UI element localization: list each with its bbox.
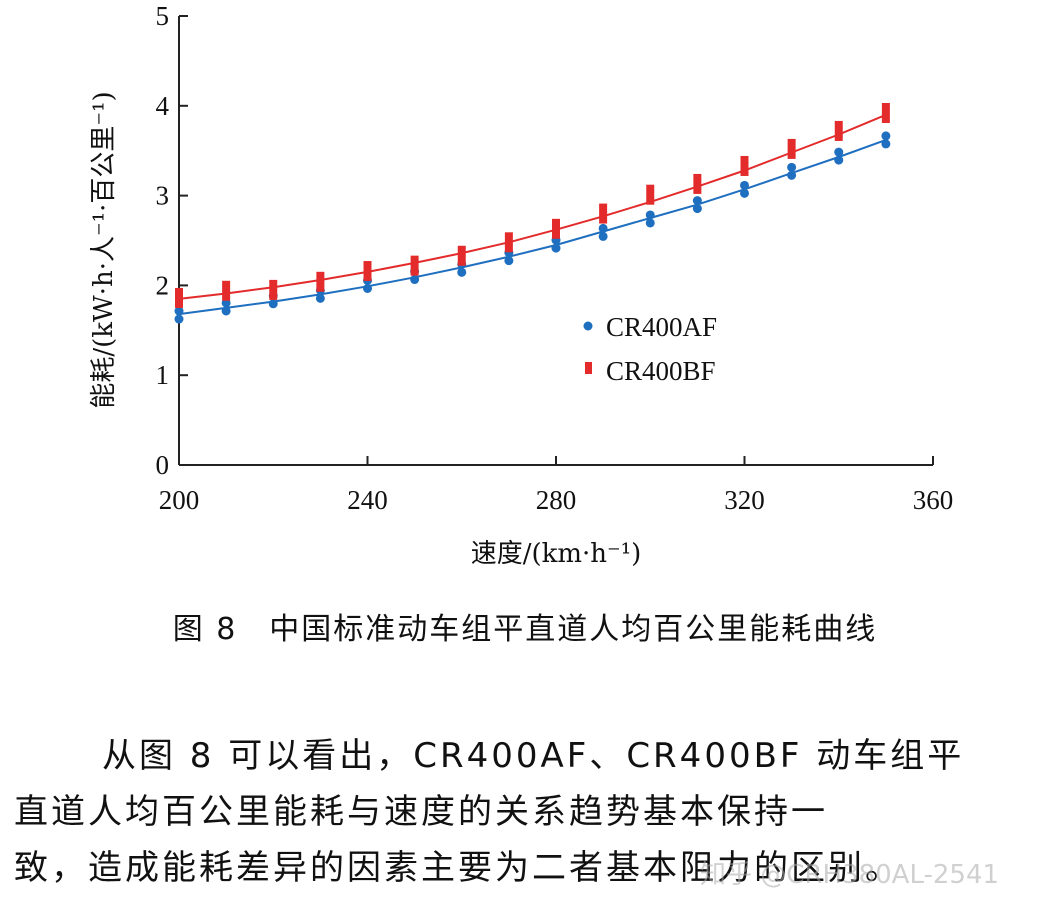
- y-tick-label: 1: [156, 360, 170, 390]
- x-axis-title: 速度/(km·h⁻¹): [471, 539, 642, 569]
- data-point-cr400af: [315, 293, 325, 303]
- axes: [178, 15, 934, 466]
- y-tick-label: 4: [156, 91, 170, 121]
- data-point-cr400af: [787, 162, 797, 172]
- data-point-cr400bf: [646, 184, 655, 205]
- data-point-cr400af: [598, 231, 608, 241]
- data-point-cr400bf: [363, 261, 372, 282]
- paragraph-line-1: 从图 8 可以看出，CR400AF、CR400BF 动车组平: [102, 736, 965, 776]
- data-point-cr400bf: [222, 280, 231, 301]
- data-point-cr400bf: [175, 287, 183, 308]
- data-point-cr400af: [881, 139, 891, 149]
- chart: 200 240 280 320 360 0 1 2 3 4 5 速度/(km·h⁻¹) 能耗/(kW…: [89, 1, 954, 569]
- y-tick-label: 0: [156, 450, 170, 480]
- data-point-cr400af: [787, 170, 797, 180]
- data-point-cr400af: [881, 131, 891, 141]
- data-point-cr400bf: [693, 173, 702, 194]
- data-point-cr400af: [363, 284, 372, 294]
- data-point-cr400bf: [881, 102, 890, 123]
- data-point-cr400af: [174, 306, 184, 316]
- data-point-cr400af: [268, 299, 278, 309]
- y-axis-title: 能耗/(kW·h·人⁻¹·百公里⁻¹): [89, 91, 119, 408]
- fit-lines: [178, 113, 887, 316]
- x-tick-label: 200: [159, 485, 200, 515]
- figure-caption: 图 8 中国标准动车组平直道人均百公里能耗曲线: [172, 612, 878, 647]
- series-line-cr400af: [178, 138, 887, 316]
- data-point-cr400af: [834, 155, 844, 165]
- data-point-cr400af: [740, 180, 749, 190]
- watermark: 知乎 @CRH380AL-2541: [700, 860, 1000, 890]
- legend-label-cr400bf: CR400BF: [606, 356, 716, 386]
- data-point-cr400bf: [834, 120, 843, 141]
- data-point-cr400bf: [410, 255, 419, 276]
- data-point-cr400af: [645, 218, 655, 228]
- paragraph-line-3: 致，造成能耗差异的因素主要为二者基本阻力的区别。: [14, 848, 902, 888]
- data-point-cr400af: [410, 275, 420, 285]
- y-tick-label: 5: [156, 1, 170, 31]
- legend-marker-cr400bf: [585, 362, 592, 374]
- data-points: [174, 102, 891, 324]
- legend-marker-cr400af: [583, 321, 593, 331]
- data-point-cr400af: [834, 147, 844, 157]
- x-tick-label: 280: [536, 485, 577, 515]
- data-point-cr400bf: [599, 203, 608, 224]
- x-tick-label: 360: [913, 485, 954, 515]
- data-point-cr400bf: [787, 138, 796, 159]
- data-point-cr400af: [692, 196, 702, 206]
- data-point-cr400bf: [504, 232, 513, 253]
- data-point-cr400af: [598, 223, 608, 233]
- data-point-cr400af: [740, 188, 749, 198]
- data-point-cr400bf: [269, 279, 278, 300]
- y-tick-label: 2: [156, 270, 170, 300]
- data-point-cr400af: [692, 204, 702, 214]
- data-point-cr400af: [645, 210, 655, 220]
- body-paragraph: 从图 8 可以看出，CR400AF、CR400BF 动车组平 直道人均百公里能耗…: [14, 728, 1044, 896]
- x-tick-label: 320: [724, 485, 765, 515]
- data-point-cr400bf: [457, 245, 466, 266]
- data-point-cr400af: [221, 306, 231, 316]
- series-line-cr400bf: [178, 113, 887, 300]
- data-point-cr400bf: [740, 155, 749, 176]
- data-point-cr400bf: [552, 218, 560, 239]
- data-point-cr400bf: [316, 271, 325, 292]
- tick-labels: 200 240 280 320 360 0 1 2 3 4 5: [156, 1, 954, 515]
- data-point-cr400af: [551, 243, 561, 253]
- paragraph-line-2: 直道人均百公里能耗与速度的关系趋势基本保持一: [14, 792, 828, 832]
- y-tick-label: 3: [156, 181, 170, 211]
- legend: CR400AF CR400BF: [583, 312, 717, 386]
- data-point-cr400af: [457, 267, 467, 277]
- x-tick-label: 240: [347, 485, 388, 515]
- data-point-cr400af: [174, 314, 184, 324]
- legend-label-cr400af: CR400AF: [606, 312, 717, 342]
- data-point-cr400af: [504, 256, 514, 266]
